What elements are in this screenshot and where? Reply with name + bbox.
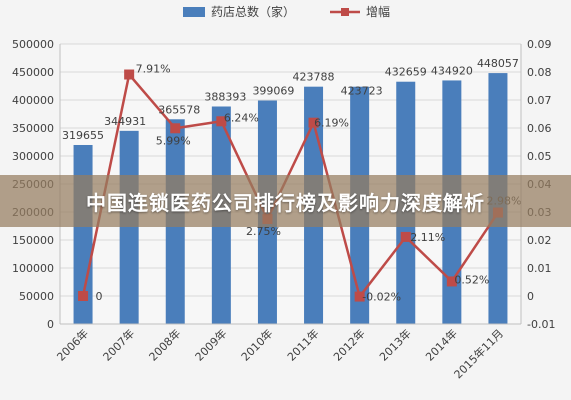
bar-value-label: 399069 xyxy=(252,85,294,98)
x-tick-label: 2013年 xyxy=(376,326,413,363)
left-tick-label: 50000 xyxy=(19,290,54,303)
left-tick-label: 100000 xyxy=(12,262,54,275)
x-tick-label: 2012年 xyxy=(330,326,367,363)
bar-value-label: 448057 xyxy=(477,57,519,70)
bar-value-label: 344931 xyxy=(104,115,146,128)
left-tick-label: 400000 xyxy=(12,94,54,107)
bar-value-label: 423788 xyxy=(293,71,335,84)
right-tick-label: 0.09 xyxy=(527,38,552,51)
title-banner: 中国连锁医药公司排行榜及影响力深度解析 xyxy=(0,175,571,227)
growth-point xyxy=(170,123,181,134)
right-tick-label: 0.08 xyxy=(527,66,552,79)
growth-value-label: -0.02% xyxy=(362,291,401,304)
right-tick-label: 0.07 xyxy=(527,94,552,107)
right-tick-label: 0.02 xyxy=(527,234,552,247)
x-tick-label: 2010年 xyxy=(238,326,275,363)
growth-point xyxy=(124,69,135,80)
growth-value-label: 7.91% xyxy=(136,63,171,76)
x-tick-label: 2011年 xyxy=(284,326,321,363)
growth-value-label: 5.99% xyxy=(156,134,191,147)
growth-point xyxy=(400,231,411,242)
growth-point xyxy=(308,117,319,128)
title-banner-text: 中国连锁医药公司排行榜及影响力深度解析 xyxy=(86,190,485,215)
bar-value-label: 365578 xyxy=(158,103,200,116)
bar-value-label: 432659 xyxy=(385,66,427,79)
growth-point xyxy=(78,291,89,301)
growth-point xyxy=(354,291,365,302)
growth-value-label: 0 xyxy=(96,290,103,303)
right-tick-label: 0.05 xyxy=(527,150,552,163)
bar-value-label: 423723 xyxy=(341,85,383,98)
legend-bar-label: 药店总数（家） xyxy=(211,4,295,19)
right-tick-label: 0.06 xyxy=(527,122,552,135)
bar-value-label: 388393 xyxy=(204,90,246,103)
x-tick-label: 2014年 xyxy=(422,326,459,363)
x-tick-label: 2015年11月 xyxy=(451,326,506,381)
legend-line-label: 增幅 xyxy=(366,4,390,19)
growth-value-label: 2.11% xyxy=(410,231,445,244)
bar-value-label: 319655 xyxy=(62,129,104,142)
growth-point xyxy=(216,116,227,127)
left-tick-label: 450000 xyxy=(12,66,54,79)
growth-value-label: 6.24% xyxy=(224,111,259,124)
left-tick-label: 350000 xyxy=(12,122,54,135)
bar-value-label: 434920 xyxy=(431,64,473,77)
x-tick-label: 2009年 xyxy=(192,326,229,363)
legend-line-marker xyxy=(341,8,349,16)
legend: 药店总数（家） 增幅 xyxy=(183,4,390,19)
growth-value-label: 2.75% xyxy=(246,225,281,238)
bar xyxy=(119,130,139,324)
growth-point xyxy=(446,276,457,287)
growth-value-label: 6.19% xyxy=(314,117,349,130)
right-tick-label: 0 xyxy=(527,290,534,303)
left-tick-label: 0 xyxy=(47,318,54,331)
x-tick-label: 2007年 xyxy=(100,326,137,363)
legend-bar-swatch xyxy=(183,7,205,17)
left-tick-label: 150000 xyxy=(12,234,54,247)
growth-value-label: 0.52% xyxy=(454,273,489,286)
left-tick-label: 500000 xyxy=(12,38,54,51)
x-tick-label: 2006年 xyxy=(54,326,91,363)
x-tick-label: 2008年 xyxy=(146,326,183,363)
right-tick-label: -0.01 xyxy=(527,318,555,331)
right-tick-label: 0.01 xyxy=(527,262,552,275)
left-tick-label: 300000 xyxy=(12,150,54,163)
growth-line xyxy=(81,71,499,300)
